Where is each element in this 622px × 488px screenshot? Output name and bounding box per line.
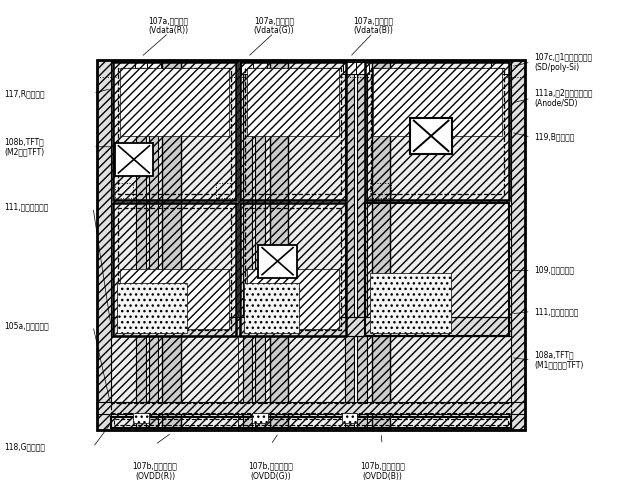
Bar: [245, 68, 341, 194]
Bar: [371, 68, 504, 194]
Bar: [364, 60, 511, 430]
Bar: [98, 402, 524, 414]
Bar: [120, 68, 229, 136]
Bar: [255, 60, 264, 430]
Bar: [370, 183, 391, 198]
Bar: [511, 60, 524, 430]
Text: 107a,データ線
(Vdata(G)): 107a,データ線 (Vdata(G)): [254, 16, 294, 35]
Bar: [147, 62, 160, 74]
Bar: [118, 208, 231, 330]
Bar: [245, 208, 341, 330]
Bar: [247, 268, 339, 328]
Bar: [253, 62, 267, 74]
Bar: [114, 183, 133, 198]
Text: 111,アノード電極: 111,アノード電極: [534, 307, 578, 316]
Bar: [133, 413, 149, 423]
Text: 107b,電力供給線
(OVDD(G)): 107b,電力供給線 (OVDD(G)): [248, 462, 293, 481]
Bar: [114, 143, 153, 176]
Bar: [98, 60, 524, 430]
Bar: [113, 62, 236, 200]
Bar: [134, 62, 148, 74]
Bar: [491, 60, 511, 74]
Bar: [118, 68, 231, 194]
Bar: [240, 203, 346, 336]
Text: 107b,電力供給線
(OVDD(R)): 107b,電力供給線 (OVDD(R)): [132, 462, 177, 481]
Bar: [370, 273, 451, 333]
Bar: [113, 203, 236, 336]
Text: 111a,第2コンタクト部
(Anode/SD): 111a,第2コンタクト部 (Anode/SD): [534, 89, 592, 108]
Text: 105a,ゲート電極: 105a,ゲート電極: [4, 322, 49, 330]
Text: 108b,TFT部
(M2駆動TFT): 108b,TFT部 (M2駆動TFT): [4, 137, 45, 157]
Bar: [372, 60, 390, 430]
Text: 107a,データ線
(Vdata(B)): 107a,データ線 (Vdata(B)): [353, 16, 393, 35]
Bar: [98, 60, 111, 430]
Bar: [240, 62, 346, 200]
Bar: [117, 283, 187, 333]
Bar: [366, 62, 509, 200]
Bar: [247, 68, 339, 136]
Bar: [269, 60, 288, 430]
Bar: [241, 62, 254, 74]
Text: 109,保持容量部: 109,保持容量部: [534, 266, 574, 275]
Bar: [238, 60, 348, 430]
Bar: [162, 60, 181, 430]
Text: 119,B発光領域: 119,B発光領域: [534, 133, 574, 142]
Bar: [136, 60, 146, 430]
Bar: [244, 283, 299, 333]
Text: 117,R発光領域: 117,R発光領域: [4, 89, 45, 98]
Bar: [358, 60, 367, 430]
Bar: [345, 60, 355, 430]
Bar: [111, 60, 238, 430]
Bar: [410, 118, 452, 154]
Bar: [342, 413, 358, 423]
Bar: [111, 403, 511, 413]
Text: 118,G発光領域: 118,G発光領域: [4, 443, 45, 452]
Bar: [149, 60, 158, 430]
Text: 107a,データ線
(Vdata(R)): 107a,データ線 (Vdata(R)): [149, 16, 188, 35]
Bar: [216, 183, 235, 198]
Bar: [373, 68, 502, 136]
Bar: [243, 60, 252, 430]
Bar: [120, 268, 229, 328]
Text: 107b,電力供給線
(OVDD(B)): 107b,電力供給線 (OVDD(B)): [360, 462, 405, 481]
Bar: [111, 417, 511, 428]
Text: 107c,第1コンタクト部
(SD/poly-Si): 107c,第1コンタクト部 (SD/poly-Si): [534, 52, 592, 72]
Text: 111,アノード電極: 111,アノード電極: [4, 203, 49, 212]
Bar: [258, 244, 297, 278]
Bar: [366, 203, 509, 336]
Bar: [343, 62, 357, 74]
Bar: [356, 62, 369, 74]
Text: 108a,TFT部
(M1スイッチTFT): 108a,TFT部 (M1スイッチTFT): [534, 350, 583, 370]
Bar: [111, 317, 511, 336]
Bar: [114, 419, 508, 426]
Bar: [113, 317, 509, 336]
Bar: [252, 413, 267, 423]
